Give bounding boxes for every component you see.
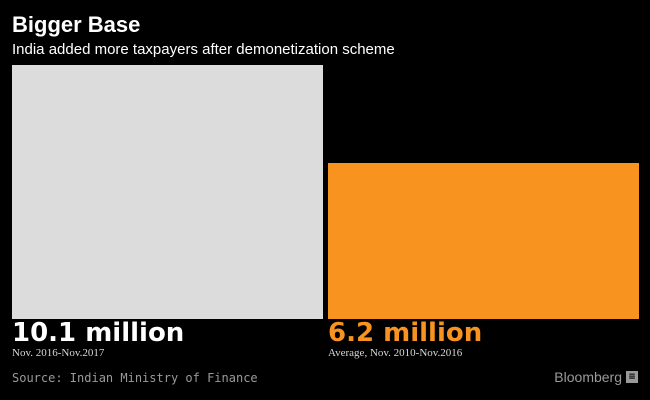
value-label-2: 6.2 million [328, 318, 483, 348]
bar-1 [12, 65, 323, 319]
chart-subtitle: India added more taxpayers after demonet… [12, 41, 395, 58]
bloomberg-terminal-icon: ≡ [626, 371, 638, 383]
source-note: Source: Indian Ministry of Finance [12, 371, 258, 385]
bar-2 [328, 163, 639, 319]
brand-logo: Bloomberg ≡ [554, 368, 638, 386]
category-label-1: Nov. 2016-Nov.2017 [12, 347, 105, 359]
brand-name: Bloomberg [554, 369, 622, 385]
value-label-1: 10.1 million [12, 318, 185, 348]
category-label-2: Average, Nov. 2010-Nov.2016 [328, 347, 463, 359]
chart-title: Bigger Base [12, 12, 141, 37]
